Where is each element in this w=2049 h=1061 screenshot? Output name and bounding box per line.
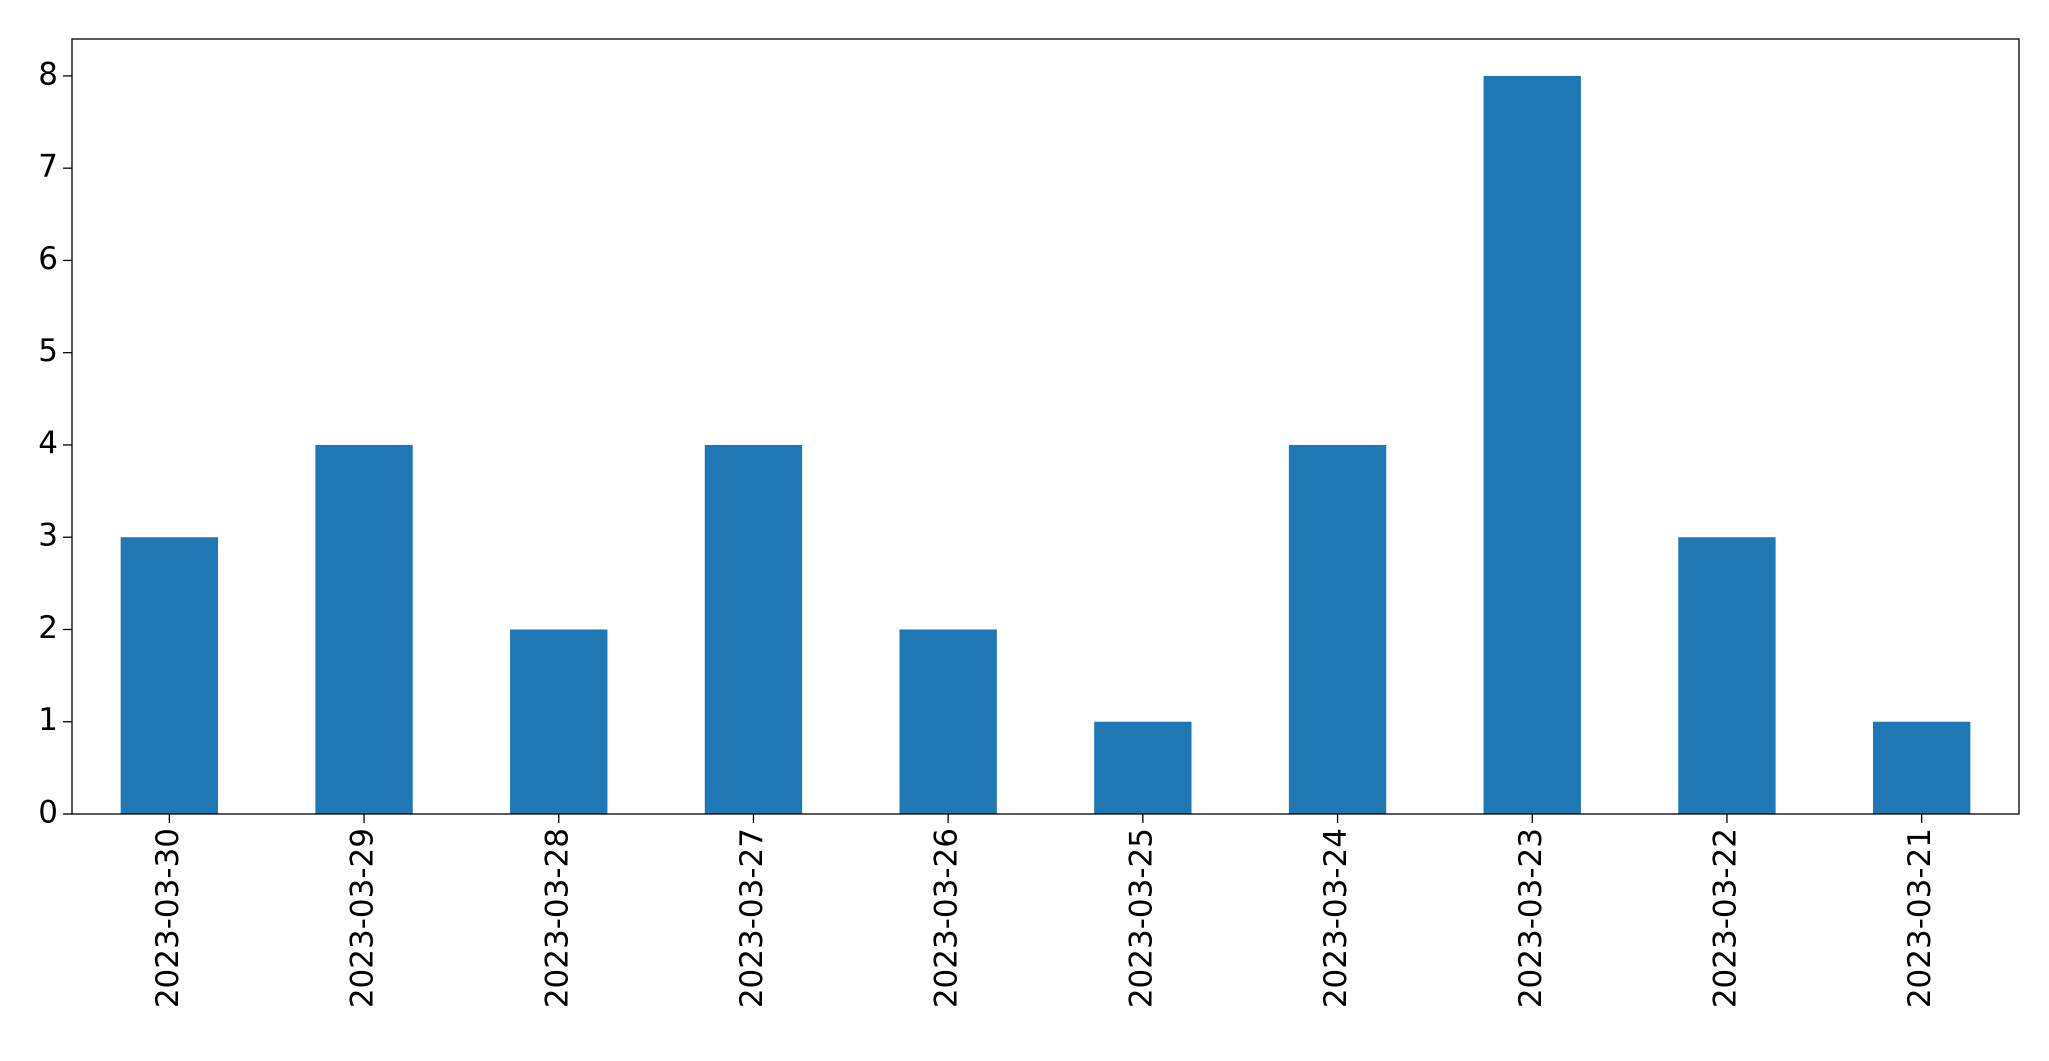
x-tick-label: 2023-03-25 [1123, 828, 1159, 1008]
bar [315, 444, 413, 814]
x-tick-label: 2023-03-21 [1902, 828, 1938, 1008]
x-tick-label: 2023-03-22 [1707, 828, 1743, 1008]
bar [1094, 721, 1192, 814]
y-tick-label: 3 [38, 518, 58, 554]
y-tick-label: 2 [38, 610, 58, 646]
y-tick-label: 1 [38, 702, 58, 738]
bar [704, 444, 803, 814]
bar [1483, 75, 1581, 814]
bar [510, 629, 608, 814]
y-tick-label: 0 [38, 795, 58, 831]
y-tick-label: 7 [38, 149, 58, 185]
bar [899, 629, 997, 814]
bar [1678, 537, 1776, 814]
plot-frame [71, 38, 2020, 815]
x-tick-label: 2023-03-27 [734, 828, 770, 1008]
x-tick-label: 2023-03-24 [1318, 828, 1354, 1008]
bar [1288, 444, 1387, 814]
x-tick-label: 2023-03-29 [345, 828, 381, 1008]
y-tick-label: 5 [38, 333, 58, 369]
bar [120, 537, 219, 814]
y-tick-label: 4 [38, 425, 58, 461]
x-tick-label: 2023-03-23 [1513, 828, 1549, 1008]
x-tick-label: 2023-03-26 [929, 828, 965, 1008]
y-tick-label: 6 [38, 241, 58, 277]
x-tick-label: 2023-03-28 [539, 828, 575, 1008]
y-tick-label: 8 [38, 56, 58, 92]
x-tick-label: 2023-03-30 [150, 828, 186, 1008]
bar [1872, 721, 1971, 814]
